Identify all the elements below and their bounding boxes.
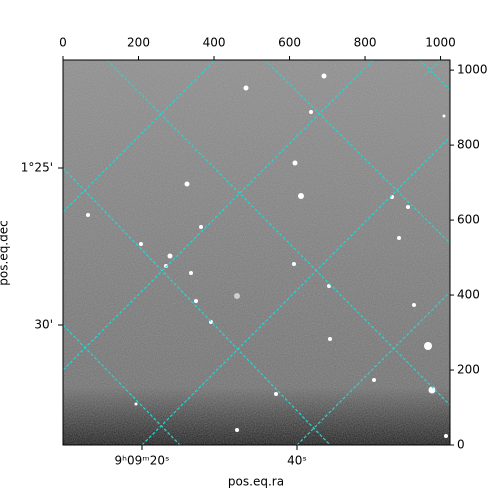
dec-tick-label: 1°25' xyxy=(21,161,53,175)
y-tick-label: 400 xyxy=(457,288,480,302)
image xyxy=(63,60,450,445)
coordinate-grid xyxy=(63,60,450,445)
x-tick-label: 1000 xyxy=(425,36,456,50)
dec-tick-label: 30' xyxy=(34,318,53,332)
y-tick-label: 600 xyxy=(457,213,480,227)
y-tick-label: 800 xyxy=(457,138,480,152)
x-tick-label: 800 xyxy=(354,36,377,50)
stars xyxy=(86,73,448,438)
y-axis-label: pos.eq.dec xyxy=(0,220,11,285)
ra-tick-label: 9ʰ09ᵐ20ˢ xyxy=(115,454,170,468)
x-tick-label: 600 xyxy=(278,36,301,50)
y-tick-label: 200 xyxy=(457,363,480,377)
x-tick-label: 400 xyxy=(203,36,226,50)
ra-tick-label: 40ˢ xyxy=(287,454,307,468)
x-tick-label: 200 xyxy=(127,36,150,50)
y-tick-label: 1000 xyxy=(457,63,488,77)
y-tick-label: 0 xyxy=(457,438,465,452)
x-axis-label: pos.eq.ra xyxy=(228,475,284,489)
x-tick-label: 0 xyxy=(59,36,67,50)
frame xyxy=(62,59,451,446)
